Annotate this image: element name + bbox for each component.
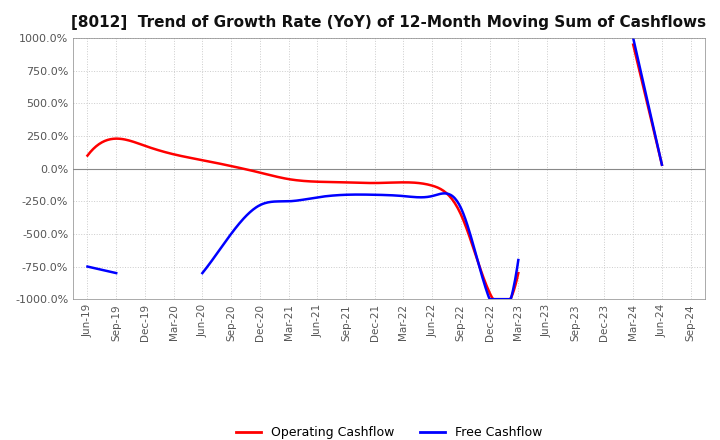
Legend: Operating Cashflow, Free Cashflow: Operating Cashflow, Free Cashflow: [231, 422, 547, 440]
Operating Cashflow: [490, 297, 498, 302]
Operating Cashflow: [341, 180, 350, 185]
Operating Cashflow: [348, 180, 357, 185]
Free Cashflow: [101, 268, 109, 273]
Title: [8012]  Trend of Growth Rate (YoY) of 12-Month Moving Sum of Cashflows: [8012] Trend of Growth Rate (YoY) of 12-…: [71, 15, 706, 30]
Operating Cashflow: [83, 153, 91, 158]
Free Cashflow: [100, 268, 109, 273]
Free Cashflow: [84, 264, 92, 269]
Operating Cashflow: [448, 197, 456, 202]
Line: Free Cashflow: Free Cashflow: [87, 267, 116, 273]
Operating Cashflow: [112, 136, 121, 141]
Free Cashflow: [112, 271, 120, 276]
Operating Cashflow: [84, 151, 93, 156]
Operating Cashflow: [475, 264, 484, 269]
Operating Cashflow: [340, 180, 348, 185]
Free Cashflow: [109, 270, 118, 275]
Free Cashflow: [100, 268, 109, 273]
Line: Operating Cashflow: Operating Cashflow: [87, 139, 518, 299]
Operating Cashflow: [514, 271, 523, 276]
Free Cashflow: [107, 269, 116, 275]
Free Cashflow: [83, 264, 91, 269]
